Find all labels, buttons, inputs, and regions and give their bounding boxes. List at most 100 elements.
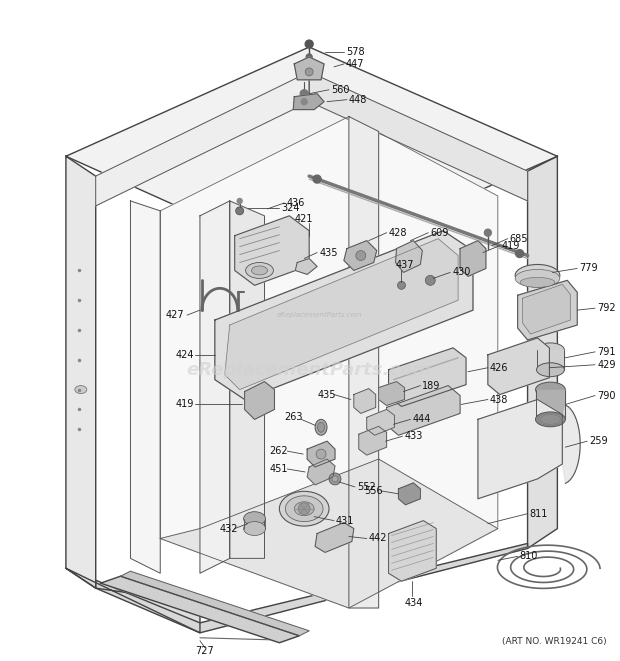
Polygon shape xyxy=(460,241,486,276)
Polygon shape xyxy=(354,389,376,413)
Text: 447: 447 xyxy=(346,59,365,69)
Polygon shape xyxy=(66,568,200,633)
Polygon shape xyxy=(359,426,387,455)
Ellipse shape xyxy=(536,343,564,357)
Text: 432: 432 xyxy=(220,524,238,533)
Text: 791: 791 xyxy=(597,347,616,357)
Text: 435: 435 xyxy=(319,248,338,258)
Ellipse shape xyxy=(244,522,265,535)
Text: 448: 448 xyxy=(349,95,367,104)
Text: 189: 189 xyxy=(422,381,441,391)
Polygon shape xyxy=(215,231,473,399)
Text: 430: 430 xyxy=(452,268,471,278)
Polygon shape xyxy=(523,284,570,334)
Polygon shape xyxy=(528,156,557,549)
Circle shape xyxy=(329,473,341,485)
Polygon shape xyxy=(536,389,565,419)
Text: 436: 436 xyxy=(286,198,304,208)
Polygon shape xyxy=(518,280,577,340)
Polygon shape xyxy=(230,201,265,559)
Text: 792: 792 xyxy=(597,303,616,313)
Ellipse shape xyxy=(294,502,314,516)
Polygon shape xyxy=(130,201,160,573)
Polygon shape xyxy=(225,239,458,389)
Text: 419: 419 xyxy=(502,241,520,251)
Ellipse shape xyxy=(285,496,323,522)
Text: 685: 685 xyxy=(510,234,528,244)
Text: 427: 427 xyxy=(165,310,184,320)
Polygon shape xyxy=(160,116,498,608)
Ellipse shape xyxy=(75,385,87,393)
Text: 727: 727 xyxy=(195,646,214,656)
Text: (ART NO. WR19241 C6): (ART NO. WR19241 C6) xyxy=(502,637,607,646)
Circle shape xyxy=(301,98,307,104)
Text: 811: 811 xyxy=(529,509,548,519)
Ellipse shape xyxy=(536,363,564,377)
Text: eReplacementParts.com: eReplacementParts.com xyxy=(277,312,362,318)
Polygon shape xyxy=(66,47,557,266)
Ellipse shape xyxy=(536,382,565,397)
Text: 578: 578 xyxy=(346,47,365,57)
Polygon shape xyxy=(66,156,95,588)
Ellipse shape xyxy=(315,419,327,435)
Circle shape xyxy=(300,90,308,98)
Text: eReplacementParts.com: eReplacementParts.com xyxy=(187,361,432,379)
Polygon shape xyxy=(307,459,335,485)
Text: 810: 810 xyxy=(520,551,538,561)
Circle shape xyxy=(356,251,366,260)
Polygon shape xyxy=(379,381,404,405)
Polygon shape xyxy=(200,201,230,573)
Polygon shape xyxy=(309,72,528,201)
Text: 259: 259 xyxy=(589,436,608,446)
Circle shape xyxy=(425,276,435,286)
Text: 433: 433 xyxy=(404,431,423,442)
Polygon shape xyxy=(95,72,309,206)
Ellipse shape xyxy=(280,491,329,526)
Polygon shape xyxy=(120,571,309,636)
Circle shape xyxy=(516,250,524,258)
Text: 552: 552 xyxy=(357,482,376,492)
Ellipse shape xyxy=(520,278,555,288)
Text: 419: 419 xyxy=(175,399,193,409)
Polygon shape xyxy=(160,459,498,608)
Ellipse shape xyxy=(536,412,565,427)
Text: 790: 790 xyxy=(597,391,616,401)
Text: 263: 263 xyxy=(285,412,303,422)
Circle shape xyxy=(305,68,313,76)
Circle shape xyxy=(305,40,313,48)
Ellipse shape xyxy=(246,262,273,278)
Text: 324: 324 xyxy=(281,203,300,213)
Polygon shape xyxy=(294,57,324,80)
Text: 442: 442 xyxy=(369,533,388,543)
Text: 609: 609 xyxy=(430,227,449,238)
Polygon shape xyxy=(344,241,377,270)
Circle shape xyxy=(397,282,405,290)
Text: 262: 262 xyxy=(270,446,288,456)
Polygon shape xyxy=(315,523,354,553)
Circle shape xyxy=(298,503,310,515)
Polygon shape xyxy=(488,338,549,395)
Polygon shape xyxy=(389,348,466,407)
Circle shape xyxy=(237,198,242,204)
Circle shape xyxy=(332,476,338,482)
Text: 428: 428 xyxy=(389,227,407,238)
Ellipse shape xyxy=(244,512,265,525)
Text: 426: 426 xyxy=(490,363,508,373)
Polygon shape xyxy=(293,94,324,110)
Text: 431: 431 xyxy=(336,516,355,525)
Polygon shape xyxy=(389,521,436,581)
Text: 556: 556 xyxy=(364,486,383,496)
Polygon shape xyxy=(399,483,420,505)
Polygon shape xyxy=(245,381,275,419)
Ellipse shape xyxy=(515,270,560,288)
Polygon shape xyxy=(387,385,460,435)
Polygon shape xyxy=(307,441,335,467)
Text: 421: 421 xyxy=(294,214,312,224)
Text: 437: 437 xyxy=(396,260,414,270)
Polygon shape xyxy=(562,405,580,483)
Polygon shape xyxy=(367,409,394,435)
Ellipse shape xyxy=(252,266,267,275)
Ellipse shape xyxy=(515,264,560,286)
Text: 435: 435 xyxy=(317,389,335,399)
Circle shape xyxy=(484,229,491,236)
